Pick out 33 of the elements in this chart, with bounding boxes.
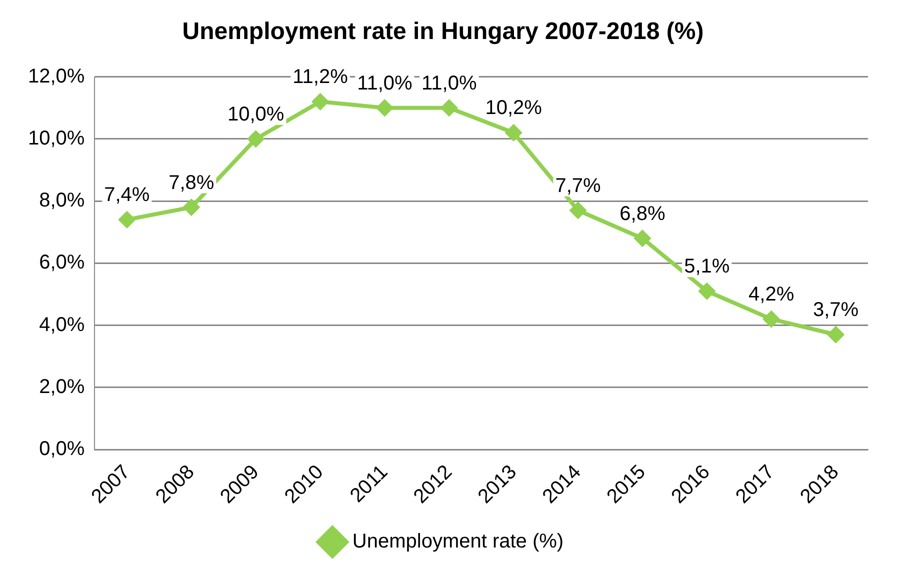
point [698,283,715,300]
data-label: 11,0% [422,72,477,94]
point [312,94,328,110]
y-tick-label: 6,0% [39,252,85,274]
point [248,130,264,147]
point [118,212,135,228]
y-tick-label: 2,0% [39,376,85,398]
y-tick-label: 12,0% [28,65,85,88]
point [570,202,586,218]
point [506,124,522,141]
data-label: 10,0% [227,103,284,126]
point [763,311,780,328]
y-tick-label: 8,0% [39,190,85,212]
data-label: 3,7% [812,299,859,322]
data-label: 10,2% [485,97,542,120]
data-label: 7,8% [168,172,214,194]
data-label: 11,2% [292,66,348,88]
point [828,326,844,343]
y-tick-label: 10,0% [28,127,85,150]
data-label: 6,8% [620,202,666,225]
chart-title: Unemployment rate in Hungary 2007-2018 (%) [182,18,704,46]
point [441,100,458,116]
data-label: 7,4% [104,184,150,206]
y-tick-label: 0,0% [39,438,85,460]
point [634,230,650,246]
legend-label: Unemployment rate (%) [352,530,564,553]
data-label: 5,1% [684,256,730,278]
y-tick-label: 4,0% [39,314,85,336]
point [376,100,393,116]
data-label: 7,7% [555,174,602,197]
data-label: 4,2% [748,284,794,306]
point [183,199,200,216]
data-label: 11,0% [357,72,413,94]
